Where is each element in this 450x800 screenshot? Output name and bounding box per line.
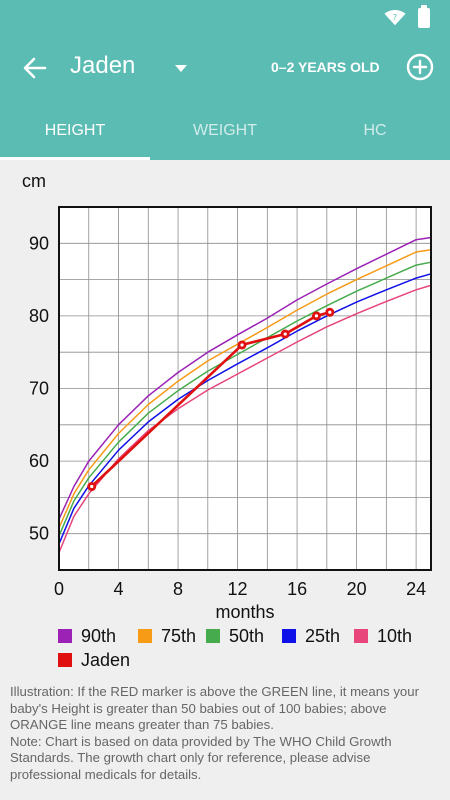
x-tick-label: 12 <box>228 579 248 599</box>
battery-icon <box>418 5 430 28</box>
age-range-label: 0–2 YEARS OLD <box>271 59 380 75</box>
legend-swatch <box>138 628 152 643</box>
status-bar: ? <box>0 0 450 34</box>
data-point-center <box>283 332 287 336</box>
back-arrow-icon[interactable] <box>20 53 50 83</box>
active-tab-indicator <box>0 157 150 160</box>
x-tick-label: 16 <box>287 579 307 599</box>
legend-label: 90th <box>81 626 117 646</box>
legend-item-90th: 90th <box>58 626 116 650</box>
y-tick-label: 90 <box>29 233 49 253</box>
plot-frame <box>58 206 432 571</box>
tab-bar: HEIGHT WEIGHT HC <box>0 100 450 160</box>
x-tick-label: 0 <box>54 579 64 599</box>
series-line-10th <box>58 284 432 553</box>
y-tick-label: 80 <box>29 306 49 326</box>
legend-label: 25th <box>305 626 341 646</box>
illustration-note: Illustration: If the RED marker is above… <box>10 684 440 783</box>
series-line-50th <box>58 261 432 537</box>
child-name-selector[interactable]: Jaden <box>70 52 136 79</box>
legend-item-75th: 75th <box>138 626 196 650</box>
legend-label: 75th <box>161 626 197 646</box>
legend-swatch <box>354 628 368 643</box>
app-bar: Jaden 0–2 YEARS OLD <box>0 34 450 100</box>
series-line-25th <box>58 273 432 545</box>
legend-label: 50th <box>229 626 265 646</box>
dropdown-caret-icon[interactable] <box>173 62 189 74</box>
legend-item-jaden: Jaden <box>58 650 130 674</box>
illustration-text: Illustration: If the RED marker is above… <box>10 684 419 732</box>
y-tick-label: 50 <box>29 524 49 544</box>
wifi-icon: ? <box>384 10 406 26</box>
series-line-90th <box>58 236 432 520</box>
height-growth-chart: 0 4 8 12 16 20 24 50 60 70 80 90 cm months <box>22 171 432 622</box>
legend-label: 10th <box>377 626 413 646</box>
legend-swatch <box>58 628 72 643</box>
legend-item-25th: 25th <box>282 626 340 650</box>
x-tick-label: 20 <box>347 579 367 599</box>
x-axis-label: months <box>215 602 274 622</box>
legend-swatch <box>282 628 296 643</box>
tab-hc[interactable]: HC <box>363 122 387 139</box>
who-note-text: Note: Chart is based on data provided by… <box>10 733 392 782</box>
y-axis-label: cm <box>22 171 46 191</box>
x-tick-label: 8 <box>173 579 183 599</box>
y-tick-label: 70 <box>29 379 49 399</box>
data-point-center <box>240 343 244 347</box>
y-tick-label: 60 <box>29 451 49 471</box>
svg-text:?: ? <box>393 12 397 22</box>
data-point-center <box>328 310 332 314</box>
legend-swatch <box>58 652 72 667</box>
tab-height[interactable]: HEIGHT <box>44 122 106 139</box>
data-point-center <box>314 314 319 318</box>
legend-label: Jaden <box>81 650 131 670</box>
legend-item-10th: 10th <box>354 626 412 650</box>
x-tick-label: 4 <box>114 579 124 599</box>
x-tick-label: 24 <box>406 579 426 599</box>
legend-swatch <box>206 628 220 643</box>
legend-item-50th: 50th <box>206 626 264 650</box>
data-point-center <box>90 484 94 489</box>
tab-weight[interactable]: WEIGHT <box>193 122 257 139</box>
add-circle-icon[interactable] <box>405 52 435 82</box>
